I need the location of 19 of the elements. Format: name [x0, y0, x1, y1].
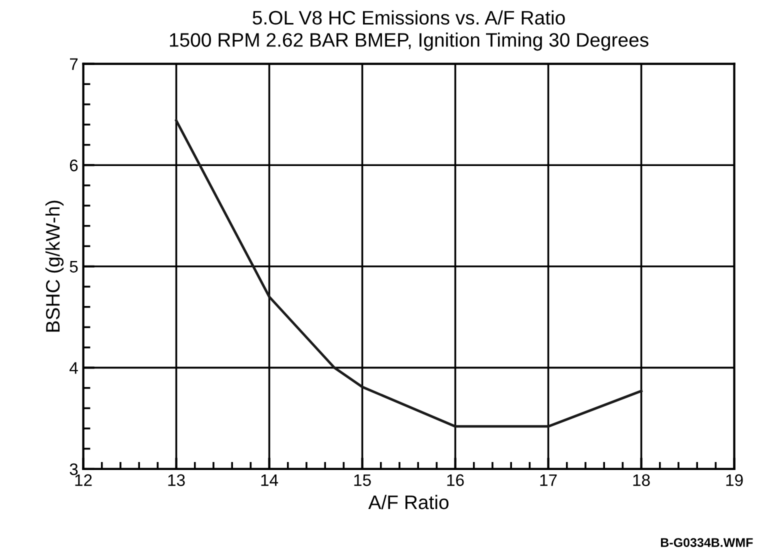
y-axis-title: BSHC (g/kW-h) — [45, 200, 64, 332]
x-axis-title: A/F Ratio — [368, 494, 448, 510]
x-tick-label: 16 — [447, 474, 464, 486]
y-tick-label: 7 — [70, 58, 78, 70]
chart-subtitle: 1500 RPM 2.62 BAR BMEP, Ignition Timing 30 Degrees — [170, 32, 648, 51]
x-tick-label: 12 — [75, 474, 92, 486]
x-tick-label: 17 — [540, 474, 557, 486]
y-tick-label: 4 — [70, 362, 78, 374]
y-tick-label: 5 — [70, 260, 78, 273]
x-tick-label: 18 — [633, 474, 650, 486]
x-tick-label: 15 — [354, 474, 371, 486]
y-tick-label: 3 — [70, 463, 78, 476]
x-tick-label: 13 — [168, 474, 185, 486]
text: B-G0334B.WMF — [660, 538, 753, 547]
x-tick-label: 19 — [726, 474, 743, 486]
y-tick-label: 6 — [70, 160, 78, 172]
line-series — [175, 119, 643, 428]
chart-title: 5.OL V8 HC Emissions vs. A/F Ratio — [252, 10, 565, 25]
x-tick-label: 14 — [261, 474, 278, 486]
